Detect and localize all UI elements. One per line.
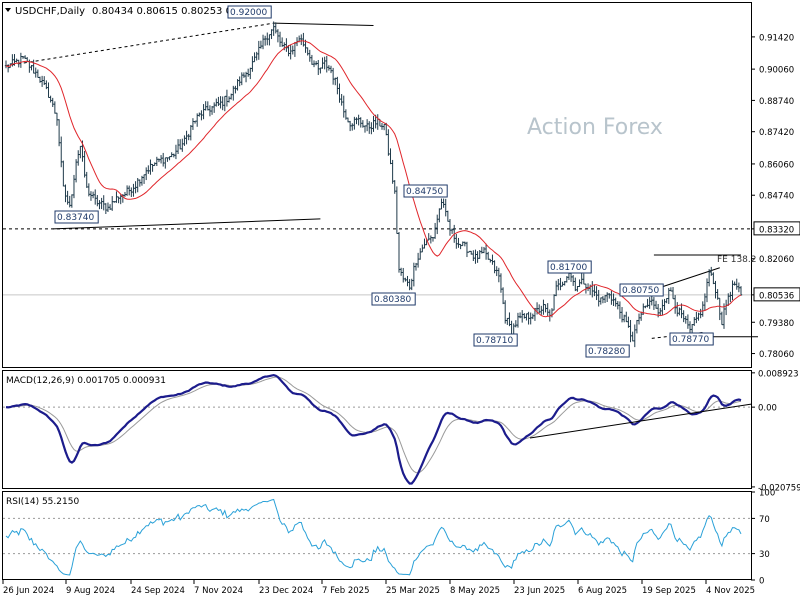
price-tick-label: 0.90060 xyxy=(759,66,794,76)
price-annotation-box xyxy=(54,210,99,224)
price-tick-label: 0.91420 xyxy=(759,33,794,43)
rsi-y-ticks: 100 70 30 0 xyxy=(3,489,775,587)
price-tick-label: 0.82060 xyxy=(759,255,794,265)
rsi-tick-label: 70 xyxy=(759,515,770,525)
x-tick-label: 23 Jun 2025 xyxy=(514,586,565,596)
x-tick-label: 23 Dec 2024 xyxy=(259,586,313,596)
price-tick-label: 0.86060 xyxy=(759,160,794,170)
price-annotation-box xyxy=(403,184,448,198)
macd-panel[interactable] xyxy=(2,370,752,489)
price-panel[interactable] xyxy=(2,2,752,368)
price-annotation-box xyxy=(371,292,416,306)
base-line xyxy=(52,218,321,230)
price-annotation-label: FE 138.2 xyxy=(717,255,757,265)
top-line xyxy=(273,22,374,27)
price-tick-label: 0.80536 xyxy=(759,291,794,301)
price-annotation-label: 0.92000 xyxy=(230,8,267,18)
x-tick-label: 8 May 2025 xyxy=(450,586,500,596)
price-annotation-label: 0.78770 xyxy=(672,335,709,345)
ohlc-values: 0.80434 0.80615 0.80253 0.80536 xyxy=(92,6,267,17)
price-annotation-label: 0.78280 xyxy=(588,347,625,357)
symbol-label: USDCHF,Daily xyxy=(15,6,85,17)
price-annotation-box xyxy=(585,344,630,358)
x-tick-label: 9 Aug 2024 xyxy=(66,586,115,596)
price-annotations: 0.92000 0.83740 0.84750 0.80380 0.78710 0.817… xyxy=(54,5,757,358)
price-y-ticks: 0.91420 0.90060 0.88740 0.87420 0.86060 0.847… xyxy=(751,33,800,360)
x-tick-label: 19 Sep 2025 xyxy=(642,586,696,596)
x-tick-label: 6 Aug 2025 xyxy=(578,586,627,596)
rsi-line xyxy=(5,498,742,576)
price-tick-label: 0.79380 xyxy=(759,319,794,329)
price-level-box xyxy=(753,287,800,302)
macd-signal-line xyxy=(5,376,742,474)
price-annotation-box xyxy=(227,5,272,19)
macd-title: MACD(12,26,9) 0.001705 0.000931 xyxy=(6,376,166,386)
moving-average-line xyxy=(5,40,742,318)
price-tick-label: 0.83320 xyxy=(759,225,794,235)
macd-line xyxy=(5,373,742,485)
price-tick-label: 0.87420 xyxy=(759,128,794,138)
macd-trendline xyxy=(529,403,753,439)
price-annotation-box xyxy=(473,333,518,347)
price-annotation-label: 0.80380 xyxy=(374,295,411,305)
price-annotation-box xyxy=(619,283,664,297)
price-annotation-box xyxy=(547,260,592,274)
rsi-panel[interactable] xyxy=(2,491,752,580)
price-annotation-label: 0.80750 xyxy=(622,286,659,296)
price-tick-label: 0.78060 xyxy=(759,350,794,360)
price-bar xyxy=(739,286,743,296)
x-tick-label: 4 Nov 2025 xyxy=(706,586,755,596)
price-annotation-label: 0.81700 xyxy=(550,263,587,273)
rsi-title: RSI(14) 55.2150 xyxy=(6,497,79,507)
macd-y-ticks: 0.008923 0.00 -0.020759 xyxy=(3,369,800,493)
x-tick-label: 26 Jun 2024 xyxy=(3,586,54,596)
macd-tick-label: 0.00 xyxy=(758,404,777,414)
x-tick-label: 25 Mar 2025 xyxy=(386,586,440,596)
macd-tick-label: 0.008923 xyxy=(758,369,799,379)
rsi-tick-label: 0 xyxy=(759,577,764,587)
price-annotation-box xyxy=(669,332,714,346)
price-annotation-label: 0.83740 xyxy=(57,213,94,223)
chevron-down-icon[interactable] xyxy=(5,8,11,12)
price-bars xyxy=(4,21,743,348)
price-annotation-label: 0.78710 xyxy=(476,336,513,346)
x-axis: 26 Jun 2024 9 Aug 2024 24 Sep 2024 7 Nov 20… xyxy=(2,580,755,596)
rsi-tick-label: 30 xyxy=(759,550,770,560)
x-tick-label: 24 Sep 2024 xyxy=(131,586,185,596)
price-tick-label: 0.84740 xyxy=(759,192,794,202)
x-tick-label: 7 Feb 2025 xyxy=(322,586,370,596)
macd-tick-label: -0.020759 xyxy=(758,483,800,493)
rsi-tick-label: 100 xyxy=(759,489,775,499)
price-annotation-label: 0.84750 xyxy=(406,187,443,197)
watermark: Action Forex xyxy=(527,115,663,140)
x-tick-label: 7 Nov 2024 xyxy=(194,586,243,596)
price-tick-label: 0.88740 xyxy=(759,97,794,107)
price-level-box xyxy=(753,221,800,236)
